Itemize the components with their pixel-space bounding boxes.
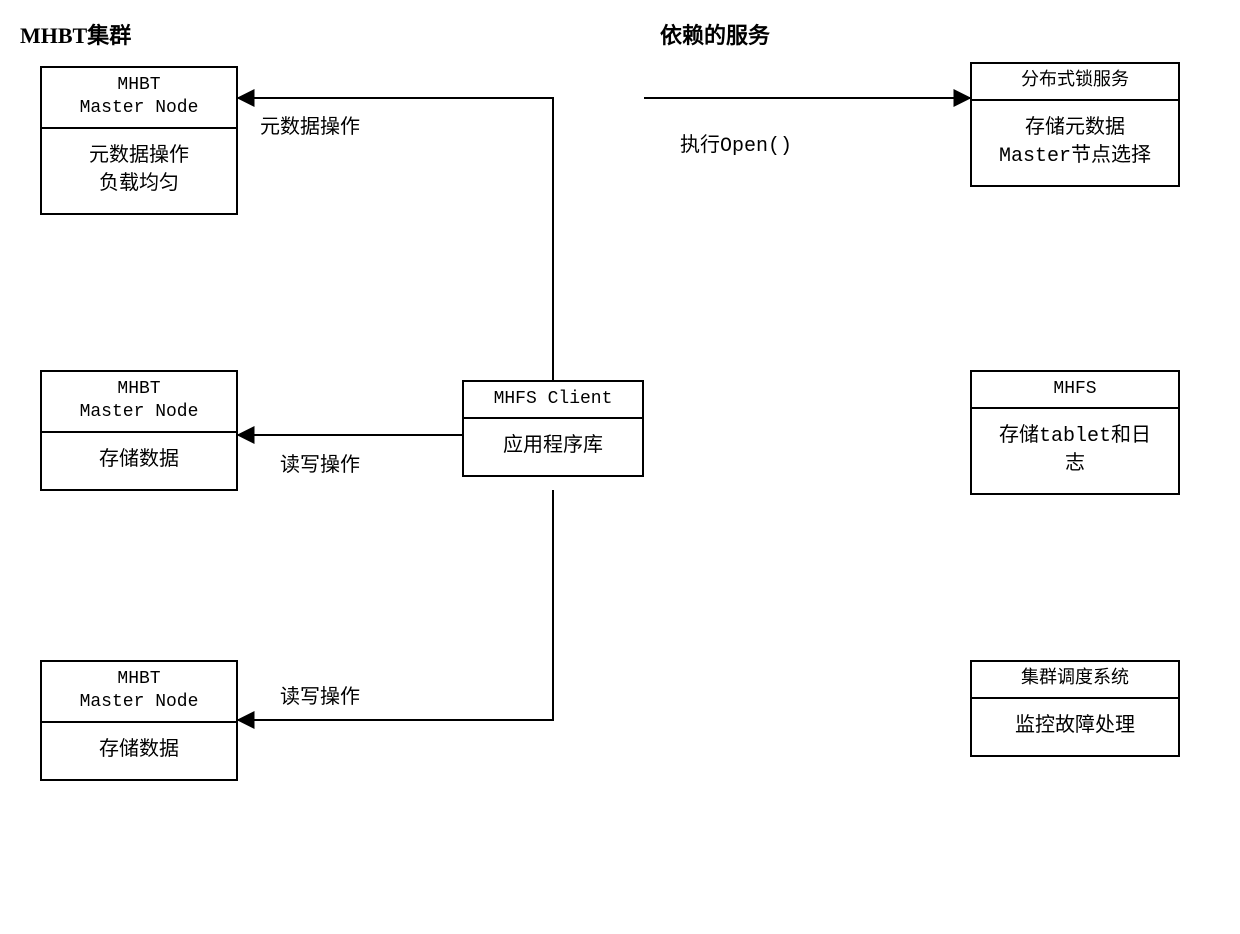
node-body: 存储tablet和日志 <box>972 409 1178 493</box>
node-header: MHBTMaster Node <box>42 662 236 723</box>
section-title-right: 依赖的服务 <box>660 18 770 50</box>
edge-label-rw1: 读写操作 <box>280 448 360 478</box>
node-mhfs-client: MHFS Client 应用程序库 <box>462 380 644 477</box>
node-mhbt-master-3: MHBTMaster Node 存储数据 <box>40 660 238 781</box>
node-header: MHBTMaster Node <box>42 372 236 433</box>
node-body: 存储元数据Master节点选择 <box>972 101 1178 185</box>
section-title-left: MHBT集群 <box>20 18 131 50</box>
edge-label-open: 执行Open() <box>680 128 792 158</box>
node-header: 分布式锁服务 <box>972 64 1178 101</box>
node-body: 存储数据 <box>42 433 236 489</box>
node-body: 监控故障处理 <box>972 699 1178 755</box>
edge-e-meta <box>238 98 553 380</box>
node-header: MHBTMaster Node <box>42 68 236 129</box>
node-mhbt-master-2: MHBTMaster Node 存储数据 <box>40 370 238 491</box>
node-body: 元数据操作负载均匀 <box>42 129 236 213</box>
node-mhfs: MHFS 存储tablet和日志 <box>970 370 1180 495</box>
node-scheduler: 集群调度系统 监控故障处理 <box>970 660 1180 757</box>
node-header: 集群调度系统 <box>972 662 1178 699</box>
node-header: MHFS <box>972 372 1178 409</box>
node-header: MHFS Client <box>464 382 642 419</box>
edge-label-metadata: 元数据操作 <box>260 110 360 140</box>
node-body: 应用程序库 <box>464 419 642 475</box>
node-mhbt-master-1: MHBTMaster Node 元数据操作负载均匀 <box>40 66 238 215</box>
node-lock-service: 分布式锁服务 存储元数据Master节点选择 <box>970 62 1180 187</box>
node-body: 存储数据 <box>42 723 236 779</box>
edge-label-rw2: 读写操作 <box>280 680 360 710</box>
